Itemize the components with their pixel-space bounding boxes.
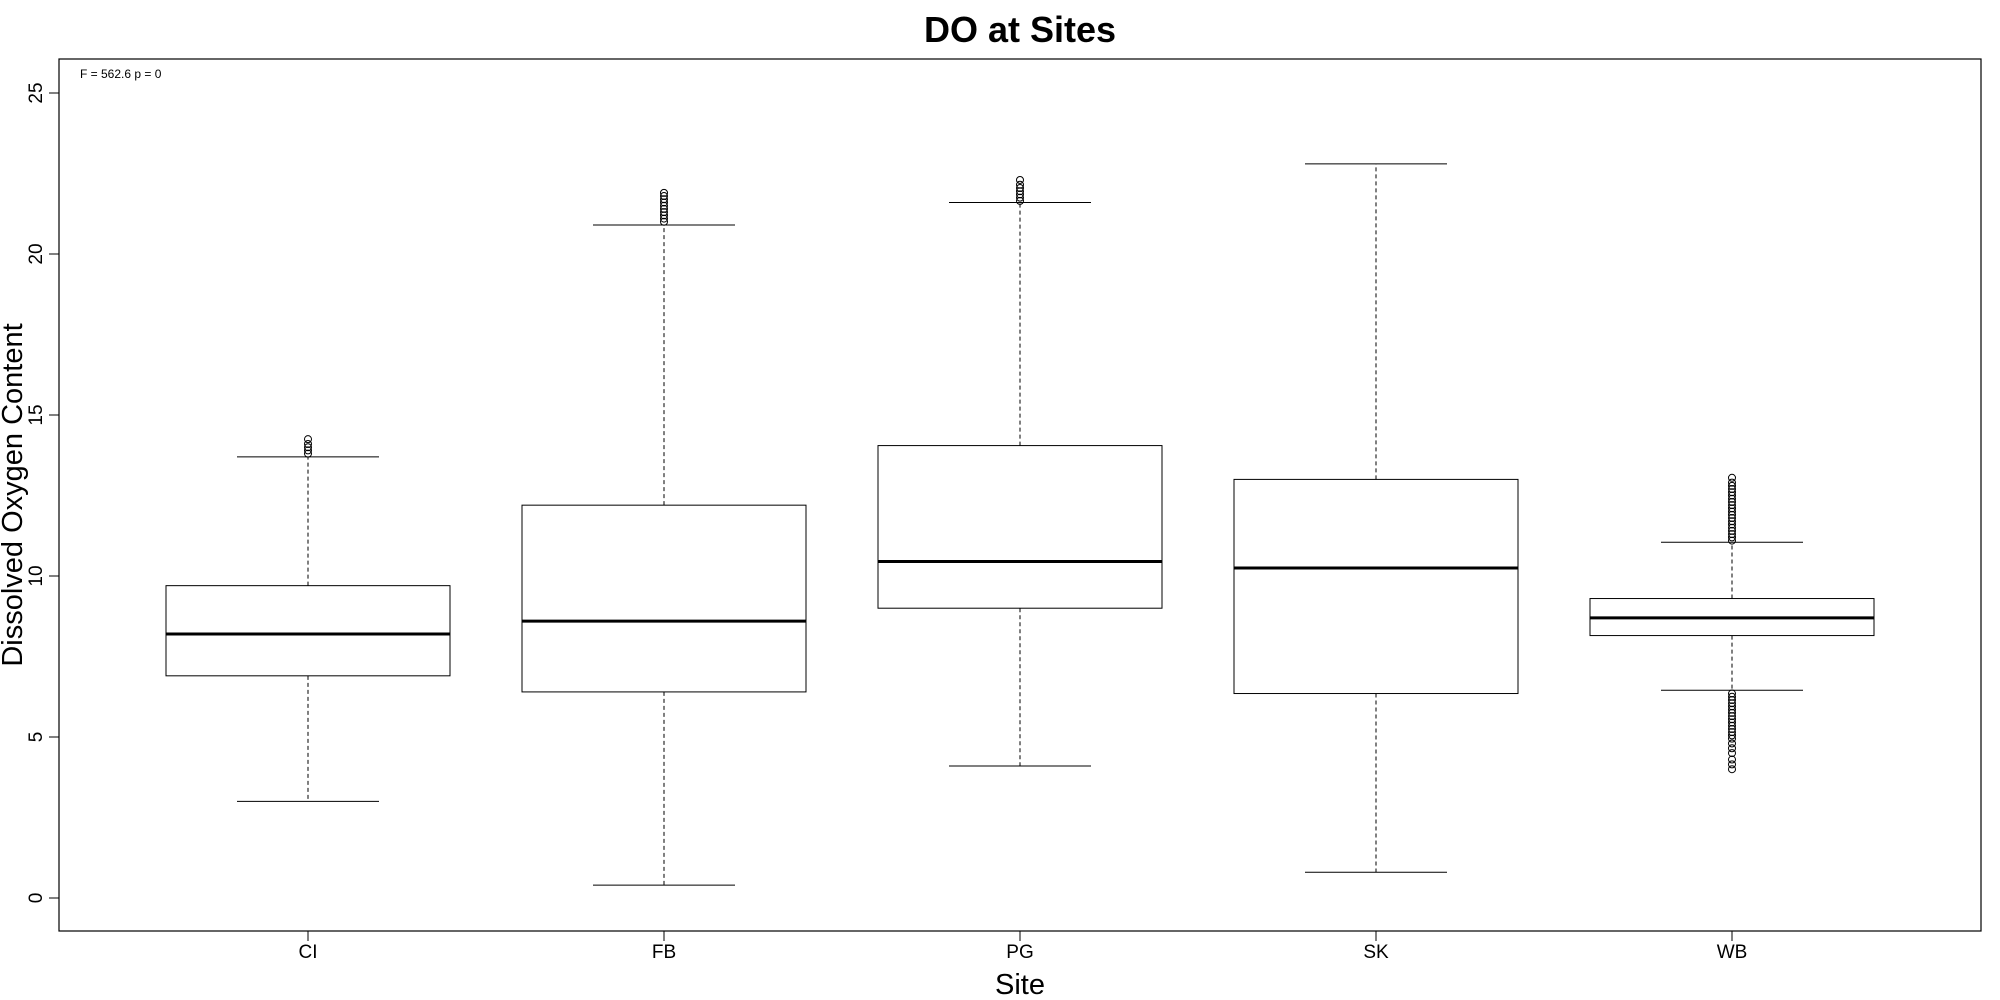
outlier-wb-18 [1728,478,1736,487]
y-axis-title: Dissolved Oxygen Content [0,323,29,666]
x-tick-label-pg: PG [1006,942,1033,963]
outlier-wb-10 [1728,504,1736,513]
outlier-fb-5 [660,201,668,210]
outlier-fb-1 [660,214,668,223]
box-sk [1233,163,1519,873]
outlier-wb-36 [1728,744,1736,753]
x-axis: CI FB PG SK WB [299,930,1748,963]
outlier-wb-26 [1728,708,1736,717]
iqr-box-sk [1233,478,1519,695]
outlier-wb-2 [1728,530,1736,539]
outlier-wb-39 [1728,760,1736,769]
box-ci [165,435,451,802]
outlier-pg-3 [1016,187,1024,196]
x-tick-label-wb: WB [1717,942,1748,963]
box-series [165,163,1875,886]
box-pg [877,175,1163,767]
box-wb [1589,473,1875,774]
iqr-box-fb [521,504,807,693]
outlier-wb-15 [1728,488,1736,497]
outlier-pg-6 [1016,175,1024,184]
outlier-wb-13 [1728,494,1736,503]
outlier-wb-4 [1728,523,1736,532]
outlier-fb-9 [660,188,668,197]
outlier-pg-1 [1016,193,1024,202]
outlier-wb-11 [1728,501,1736,510]
outlier-wb-33 [1728,731,1736,740]
outlier-ci-2 [304,443,312,452]
outlier-fb-6 [660,198,668,207]
outlier-wb-3 [1728,526,1736,535]
outlier-fb-0 [660,217,668,226]
outlier-wb-9 [1728,507,1736,516]
outlier-wb-34 [1728,734,1736,743]
outlier-fb-7 [660,195,668,204]
y-tick-label-0: 0 [26,893,47,904]
outlier-pg-0 [1016,196,1024,205]
iqr-box-pg [877,445,1163,609]
x-tick-label-ci: CI [299,942,318,963]
outlier-pg-5 [1016,180,1024,189]
outlier-wb-31 [1728,724,1736,733]
outlier-wb-23 [1728,699,1736,708]
y-axis: 0 5 10 15 20 25 [26,82,60,904]
outlier-wb-24 [1728,702,1736,711]
outlier-wb-17 [1728,481,1736,490]
outlier-wb-20 [1728,689,1736,698]
y-tick-label-20: 20 [26,243,47,264]
outlier-wb-22 [1728,695,1736,704]
outlier-ci-1 [304,446,312,455]
outlier-wb-38 [1728,755,1736,764]
x-axis-title: Site [995,969,1045,1000]
outlier-fb-2 [660,211,668,220]
outlier-pg-4 [1016,183,1024,192]
outlier-wb-32 [1728,728,1736,737]
outlier-wb-27 [1728,712,1736,721]
outlier-wb-6 [1728,517,1736,526]
outlier-ci-4 [304,435,312,444]
outlier-wb-12 [1728,497,1736,506]
outlier-wb-16 [1728,485,1736,494]
y-tick-label-15: 15 [26,404,47,425]
outlier-wb-7 [1728,514,1736,523]
outlier-wb-1 [1728,533,1736,542]
outlier-fb-4 [660,204,668,213]
outlier-wb-0 [1728,536,1736,545]
box-fb [521,188,807,886]
outlier-wb-25 [1728,705,1736,714]
outlier-ci-0 [304,449,312,458]
anova-annotation: F = 562.6 p = 0 [80,67,162,81]
outlier-wb-40 [1728,765,1736,774]
outlier-wb-5 [1728,520,1736,529]
outlier-wb-35 [1728,739,1736,748]
chart-title: DO at Sites [924,9,1116,50]
outlier-fb-3 [660,208,668,217]
iqr-box-ci [165,585,451,677]
y-tick-label-25: 25 [26,82,47,103]
outlier-wb-21 [1728,692,1736,701]
outlier-wb-30 [1728,721,1736,730]
x-tick-label-fb: FB [652,942,676,963]
outlier-wb-14 [1728,491,1736,500]
outlier-pg-2 [1016,190,1024,199]
outlier-wb-28 [1728,715,1736,724]
outlier-wb-19 [1728,473,1736,482]
y-tick-label-5: 5 [26,732,47,743]
outlier-wb-37 [1728,749,1736,758]
outlier-ci-3 [304,439,312,448]
outlier-wb-8 [1728,510,1736,519]
y-tick-label-10: 10 [26,565,47,586]
outlier-fb-8 [660,192,668,201]
x-tick-label-sk: SK [1363,942,1389,963]
outlier-wb-29 [1728,718,1736,727]
